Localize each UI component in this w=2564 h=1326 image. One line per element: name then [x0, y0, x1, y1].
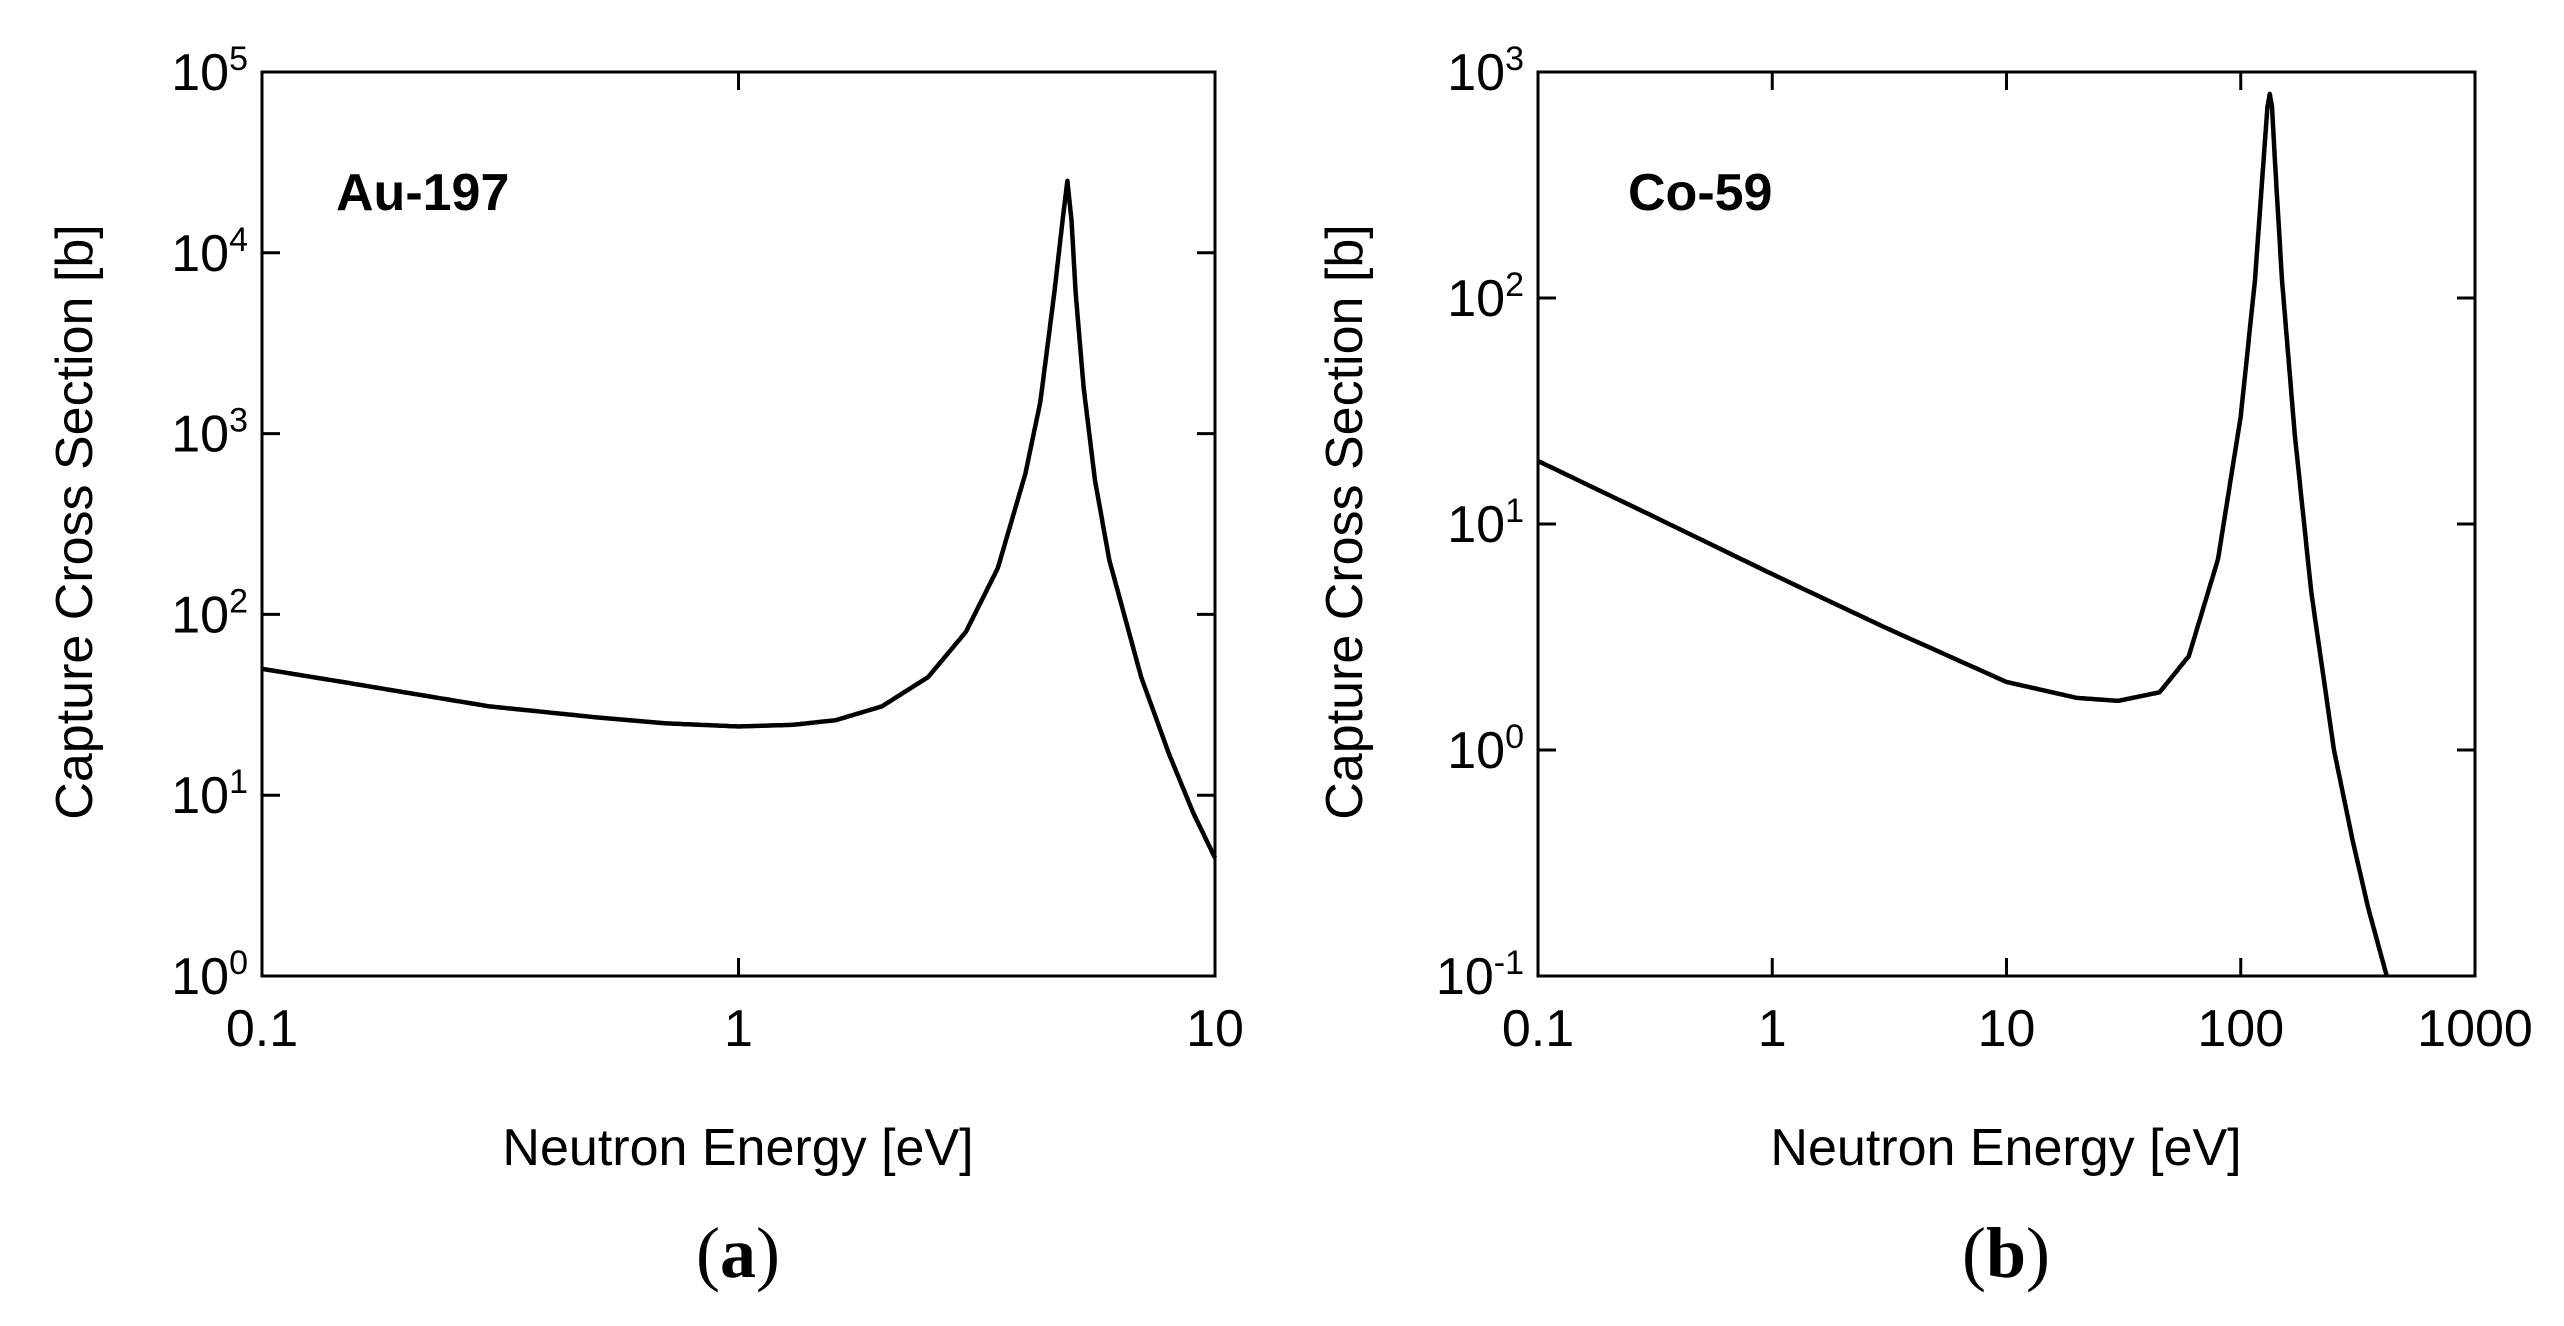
series-co59-curve — [1537, 91, 2389, 977]
y-tick-label: 105 — [171, 40, 248, 102]
y-tick-label: 102 — [171, 582, 248, 644]
y-tick-label: 100 — [1447, 718, 1524, 780]
isotope-annotation: Co-59 — [1628, 164, 1772, 222]
y-axis-title: Capture Cross Section [b] — [1316, 224, 1374, 819]
x-tick-label: 10 — [1978, 1000, 2036, 1058]
x-ticks — [260, 72, 1217, 976]
x-tick-label: 10 — [1186, 1000, 1244, 1058]
x-tick-label: 100 — [2197, 1000, 2284, 1058]
x-ticks — [1536, 72, 2477, 976]
y-tick-label: 101 — [1447, 492, 1524, 554]
y-tick-labels: 100 101 102 103 104 105 — [171, 40, 248, 1006]
x-tick-label: 0.1 — [226, 1000, 298, 1058]
y-tick-label: 103 — [1447, 40, 1524, 102]
y-ticks — [1538, 70, 2475, 978]
x-tick-label: 1 — [1758, 1000, 1787, 1058]
x-tick-label: 0.1 — [1502, 1000, 1574, 1058]
y-tick-label: 104 — [171, 221, 248, 283]
y-ticks — [262, 70, 1215, 978]
y-tick-label: 101 — [171, 763, 248, 825]
x-tick-labels: 0.1 1 10 100 1000 — [1502, 1000, 2533, 1058]
x-axis-title: Neutron Energy [eV] — [1770, 1119, 2241, 1177]
y-tick-label: 103 — [171, 402, 248, 464]
panel-label-b: (b) — [1962, 1213, 2050, 1293]
x-tick-label: 1000 — [2417, 1000, 2533, 1058]
chart-co59: 10-1 100 101 102 103 0.1 1 10 100 1000 Co-59 Neu… — [1316, 40, 2533, 1293]
series-au197-curve — [261, 178, 1218, 859]
panel-label-a: (a) — [696, 1213, 780, 1293]
y-axis-title: Capture Cross Section [b] — [46, 224, 104, 819]
y-tick-labels: 10-1 100 101 102 103 — [1436, 40, 1524, 1006]
isotope-annotation: Au-197 — [336, 164, 509, 222]
x-axis-title: Neutron Energy [eV] — [502, 1119, 973, 1177]
x-tick-labels: 0.1 1 10 — [226, 1000, 1244, 1058]
chart-au197: 100 101 102 103 104 105 0.1 1 10 Au-197 Neutron… — [46, 40, 1244, 1293]
y-tick-label: 10-1 — [1436, 944, 1524, 1006]
y-tick-label: 100 — [171, 944, 248, 1006]
y-tick-label: 102 — [1447, 266, 1524, 328]
x-tick-label: 1 — [724, 1000, 753, 1058]
